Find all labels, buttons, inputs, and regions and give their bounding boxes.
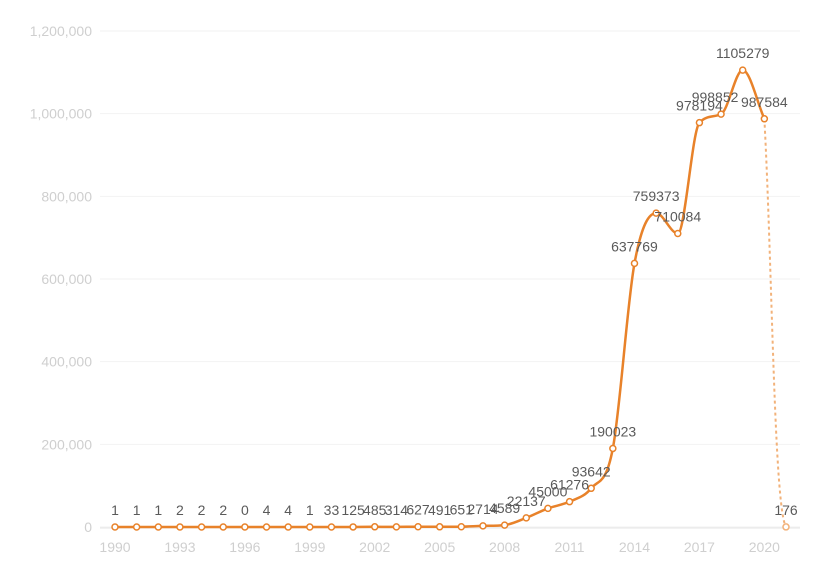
data-label: 4 xyxy=(263,502,271,518)
data-point xyxy=(652,209,660,217)
data-label: 4589 xyxy=(489,500,520,516)
data-label: 190023 xyxy=(589,423,636,439)
x-axis: 1990 1993 1996 1999 2002 2005 2008 2011 2014 2017… xyxy=(99,527,800,555)
x-tick-label: 1996 xyxy=(229,539,260,555)
data-point xyxy=(306,523,314,531)
data-label: 1105279 xyxy=(716,45,770,61)
x-tick-label: 2005 xyxy=(424,539,455,555)
x-tick-label: 2017 xyxy=(684,539,715,555)
data-point xyxy=(219,523,227,531)
data-point xyxy=(262,523,271,531)
data-label: 1 xyxy=(154,502,162,518)
series-line-dashed xyxy=(763,118,787,528)
y-tick-label: 800,000 xyxy=(41,188,92,204)
data-point xyxy=(132,523,141,531)
data-point xyxy=(435,523,444,531)
x-tick-label: 2011 xyxy=(554,539,584,555)
data-label: 1 xyxy=(306,502,314,518)
data-point xyxy=(457,522,466,531)
x-tick-label: 2002 xyxy=(359,539,390,555)
data-label: 93642 xyxy=(572,463,611,479)
data-label: 978194 xyxy=(676,98,723,114)
data-point xyxy=(630,259,639,268)
data-label: 651 xyxy=(450,502,474,518)
x-tick-label: 2008 xyxy=(489,539,520,555)
data-point xyxy=(197,523,206,531)
data-label: 2 xyxy=(176,502,184,518)
data-labels: 1 1 1 2 2 2 0 4 4 1 33 1254853146274916512714458922… xyxy=(111,45,798,518)
data-label: 2 xyxy=(219,502,227,518)
y-tick-label: 1,200,000 xyxy=(30,23,92,39)
y-axis: 0 200,000 400,000 600,000 800,000 1,000,000 1,… xyxy=(30,23,93,535)
data-point xyxy=(327,523,336,531)
data-label: 998852 xyxy=(692,89,739,105)
data-label: 627 xyxy=(406,502,430,518)
data-label: 1 xyxy=(111,502,119,518)
x-tick-label: 1993 xyxy=(164,539,195,555)
data-point xyxy=(479,522,487,530)
data-points xyxy=(111,66,790,531)
data-point xyxy=(392,523,401,531)
data-label: 33 xyxy=(324,502,340,518)
data-point xyxy=(544,504,552,513)
data-label: 637769 xyxy=(611,238,658,254)
data-label: 176 xyxy=(774,502,798,518)
x-tick-label: 1999 xyxy=(294,539,325,555)
y-tick-label: 0 xyxy=(84,519,92,535)
x-tick-label: 1990 xyxy=(99,539,130,555)
x-tick-label: 2014 xyxy=(619,539,650,555)
data-label: 4 xyxy=(284,502,292,518)
data-label: 485 xyxy=(363,502,387,518)
data-point xyxy=(176,523,184,531)
data-point xyxy=(717,110,725,118)
data-point xyxy=(565,497,574,506)
y-tick-label: 1,000,000 xyxy=(30,106,92,122)
data-label: 22137 xyxy=(507,493,546,509)
data-point xyxy=(760,115,769,123)
data-point xyxy=(111,523,119,531)
data-point xyxy=(284,523,292,531)
data-point xyxy=(695,118,704,127)
data-label: 45000 xyxy=(528,483,567,499)
y-tick-label: 200,000 xyxy=(41,436,92,452)
data-point xyxy=(782,523,790,531)
data-point xyxy=(500,521,509,529)
x-tick-label: 2020 xyxy=(749,539,780,555)
data-point xyxy=(522,514,531,522)
data-point xyxy=(241,523,249,531)
data-label: 314 xyxy=(385,502,409,518)
y-tick-label: 600,000 xyxy=(41,271,92,287)
data-label: 125 xyxy=(341,502,365,518)
data-label: 987584 xyxy=(741,94,788,110)
data-label: 0 xyxy=(241,502,249,518)
data-label: 2 xyxy=(198,502,206,518)
data-point xyxy=(587,484,595,493)
y-tick-label: 400,000 xyxy=(41,354,92,370)
data-point xyxy=(609,444,617,453)
data-point xyxy=(674,229,682,238)
series-line xyxy=(113,68,766,529)
data-point xyxy=(414,522,422,531)
data-label: 710084 xyxy=(654,208,701,224)
data-label: 491 xyxy=(428,502,452,518)
grid-lines xyxy=(100,30,800,528)
data-label: 759373 xyxy=(633,188,680,204)
data-point xyxy=(154,523,163,531)
data-point xyxy=(349,523,357,531)
data-label: 2714 xyxy=(467,501,498,517)
data-point xyxy=(738,66,747,74)
data-label: 1 xyxy=(133,502,141,518)
data-label: 61276 xyxy=(550,477,589,493)
data-point xyxy=(370,523,379,531)
